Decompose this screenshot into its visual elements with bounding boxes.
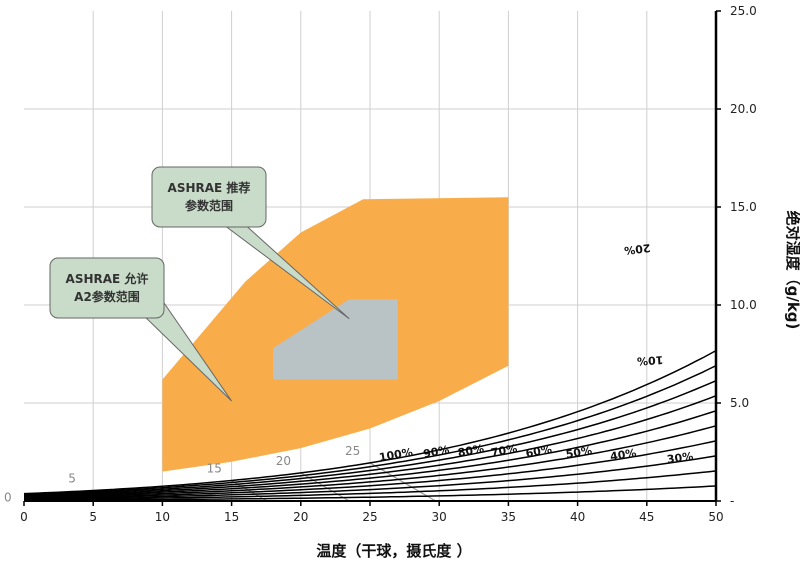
rh-label: 30% — [666, 450, 694, 467]
wet-bulb-label: 5 — [68, 472, 76, 486]
x-tick-label: 45 — [639, 510, 654, 524]
x-tick-label: 10 — [155, 510, 170, 524]
rh-curve — [23, 455, 717, 500]
callout-text: 参数范围 — [185, 198, 233, 213]
rh-label: 60% — [525, 443, 553, 460]
rh-label: 90% — [422, 443, 450, 461]
rh-curve — [23, 395, 717, 497]
rh-label: 100% — [378, 446, 414, 465]
rh-curve — [23, 425, 717, 499]
y-tick-label: 15.0 — [730, 200, 757, 214]
x-tick-label: 0 — [20, 510, 28, 524]
rh-label: 40% — [609, 446, 637, 463]
rh-curve — [23, 485, 717, 502]
rh-label: 70% — [490, 442, 518, 460]
x-axis-title: 温度（干球，摄氏度 ） — [316, 542, 471, 560]
y-tick-label: - — [730, 494, 734, 508]
wet-bulb-label: 20 — [276, 454, 291, 468]
rh-label: 10% — [637, 353, 664, 368]
x-tick-label: 25 — [362, 510, 377, 524]
y-tick-label: 10.0 — [730, 298, 757, 312]
rh-curve — [23, 380, 717, 496]
rh-label: 20% — [623, 241, 651, 257]
rh-curve — [23, 365, 717, 496]
axes: 0 5 10 15 20 25 30 35 40 45 50- 5.0 10.0 15.0 20.0 25.0 — [20, 4, 757, 524]
wet-bulb-label: 25 — [345, 444, 360, 458]
rh-curve — [23, 410, 717, 498]
region-area — [273, 299, 398, 380]
y-axis-title: 绝对湿度（g/kg) — [784, 211, 800, 330]
y-tick-label: 5.0 — [730, 396, 749, 410]
rh-curve — [24, 470, 717, 501]
callout-text: ASHRAE 推荐 — [168, 180, 251, 195]
x-tick-label: 35 — [501, 510, 516, 524]
rh-curve — [23, 440, 717, 499]
y-tick-label: 20.0 — [730, 102, 757, 116]
x-tick-label: 40 — [570, 510, 585, 524]
x-tick-label: 30 — [432, 510, 447, 524]
y-tick-label: 25.0 — [730, 4, 757, 18]
x-tick-label: 20 — [293, 510, 308, 524]
callout-text: ASHRAE 允许 — [66, 271, 149, 286]
x-tick-label: 50 — [708, 510, 723, 524]
x-tick-label: 15 — [224, 510, 239, 524]
wet-bulb-label: 0 — [4, 491, 12, 505]
callout-box — [49, 257, 165, 319]
x-tick-label: 5 — [89, 510, 97, 524]
callout-text: A2参数范围 — [74, 289, 140, 304]
wet-bulb-label: 15 — [207, 461, 222, 475]
regions-layer — [162, 197, 509, 472]
callout-box — [151, 166, 267, 228]
rh-curve — [23, 349, 717, 495]
rh-curves: 10%20%30%40%50%60%70%80%90%100% — [23, 241, 717, 502]
